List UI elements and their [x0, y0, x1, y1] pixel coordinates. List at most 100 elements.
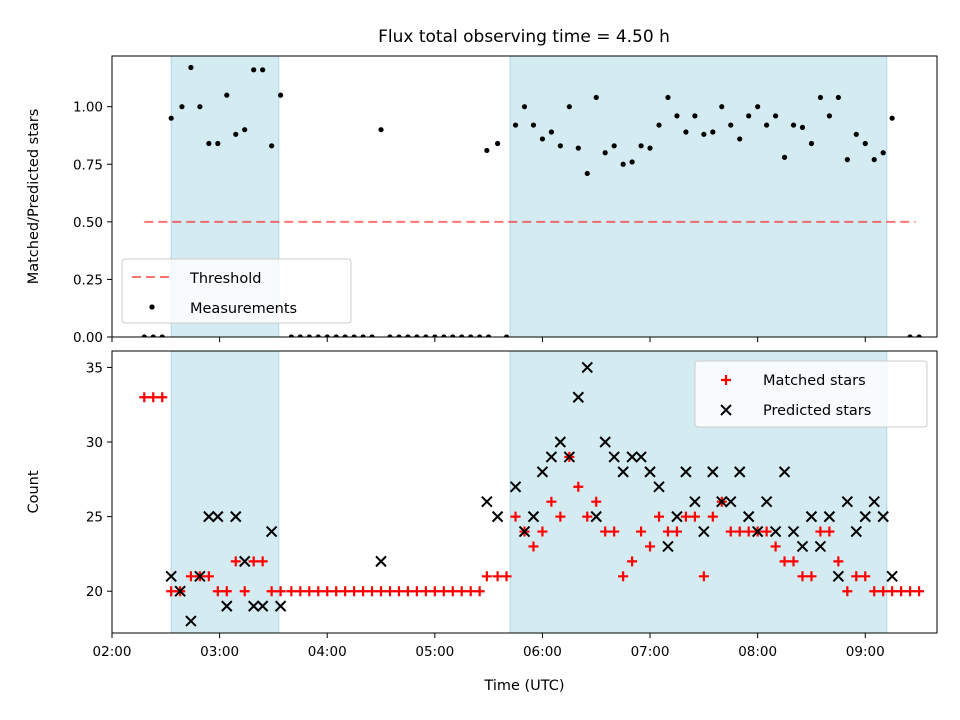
- measurement-point: [772, 113, 779, 119]
- predicted-star-point: [886, 570, 898, 583]
- predicted-star-point: [698, 525, 710, 538]
- predicted-star-point: [247, 600, 260, 612]
- measurement-point: [468, 334, 474, 337]
- measurement-point: [539, 136, 546, 142]
- predicted-star-point: [787, 525, 800, 538]
- measurement-point: [790, 122, 797, 128]
- measurement-point: [233, 131, 239, 137]
- predicted-star-point: [375, 555, 387, 568]
- predicted-star-point: [590, 510, 602, 523]
- legend-matched-label: Matched stars: [763, 373, 866, 389]
- plot-area: [141, 64, 922, 337]
- matched-star-point: [286, 586, 297, 597]
- measurement-point: [159, 334, 165, 337]
- measurement-point: [799, 124, 806, 131]
- predicted-star-point: [778, 466, 791, 478]
- measurement-point: [584, 170, 590, 177]
- matched-star-point: [662, 526, 673, 537]
- matched-star-point: [537, 526, 548, 537]
- shaded-region: [509, 55, 888, 338]
- measurement-point: [477, 334, 483, 337]
- measurement-point: [242, 127, 248, 133]
- measurement-point: [907, 334, 913, 337]
- matched-star-point: [689, 511, 700, 522]
- measurement-point: [701, 131, 707, 137]
- y-tick-label: 30: [86, 435, 103, 451]
- matched-star-point: [465, 586, 476, 597]
- measurement-point: [665, 94, 671, 101]
- measurement-point: [755, 104, 761, 110]
- measurement-point: [602, 150, 608, 156]
- matched-star-point: [340, 586, 351, 597]
- predicted-star-point: [563, 451, 576, 463]
- matched-star-point: [257, 556, 268, 567]
- matched-star-point: [582, 511, 593, 522]
- predicted-star-point: [877, 510, 889, 523]
- predicted-star-point: [680, 466, 692, 478]
- measurement-point: [566, 104, 572, 110]
- predicted-star-point: [653, 481, 665, 493]
- predicted-star-point: [626, 451, 638, 463]
- predicted-star-point: [760, 495, 773, 508]
- plot-area: [139, 361, 925, 627]
- measurement-point: [611, 143, 617, 149]
- bottom-panel: 20 25 30 35 02:00 03:00 04:00 05:00 06:00 07:00 08…: [26, 350, 938, 694]
- predicted-star-point: [814, 540, 827, 553]
- matched-star-point: [636, 526, 647, 537]
- measurement-point: [575, 145, 581, 151]
- matched-star-point: [851, 571, 862, 582]
- measurement-point: [494, 140, 501, 147]
- measurement-point: [916, 334, 922, 337]
- predicted-star-point: [671, 510, 683, 523]
- measurement-point: [141, 334, 147, 337]
- measurement-point: [206, 140, 212, 147]
- x-axis-label: Time (UTC): [483, 678, 564, 694]
- predicted-star-point: [481, 495, 493, 508]
- matched-star-point: [671, 526, 682, 537]
- measurement-point: [808, 140, 815, 147]
- matched-star-point: [349, 586, 360, 597]
- measurement-point: [486, 334, 492, 337]
- matched-star-point: [770, 541, 781, 552]
- matched-star-point: [869, 586, 880, 597]
- matched-star-point: [429, 586, 440, 597]
- predicted-star-point: [734, 466, 746, 478]
- matched-star-point: [501, 571, 512, 582]
- y-axis-label: Count: [26, 470, 42, 513]
- matched-star-point: [166, 586, 177, 597]
- measurement-point: [378, 127, 384, 133]
- measurement-point: [728, 122, 734, 128]
- measurement-point: [521, 104, 528, 110]
- measurement-point: [288, 334, 294, 337]
- measurement-point: [360, 334, 366, 337]
- predicted-star-point: [174, 585, 186, 597]
- matched-star-point: [860, 571, 871, 582]
- measurement-point: [197, 104, 203, 110]
- matched-star-point: [842, 586, 853, 597]
- matched-star-point: [358, 586, 369, 597]
- measurement-point: [629, 159, 635, 165]
- matched-star-point: [481, 571, 492, 582]
- matched-star-point: [618, 571, 629, 582]
- x-tick-label: 06:00: [523, 644, 562, 660]
- matched-star-point: [313, 586, 324, 597]
- measurement-point: [853, 131, 859, 137]
- matched-star-point: [139, 392, 150, 403]
- predicted-star-point: [212, 510, 224, 523]
- matched-star-point: [367, 586, 378, 597]
- matched-star-point: [680, 511, 691, 522]
- measurement-point: [277, 92, 284, 98]
- predicted-star-point: [185, 615, 197, 627]
- measurement-point: [369, 334, 375, 337]
- measurement-point: [215, 140, 221, 147]
- predicted-star-point: [256, 600, 269, 612]
- chart-title: Flux total observing time = 4.50 h: [378, 27, 670, 47]
- predicted-star-point: [491, 510, 504, 523]
- measurement-point: [297, 334, 303, 337]
- y-tick-label: 0.25: [73, 272, 103, 288]
- measurement-point: [414, 334, 420, 337]
- measurement-point: [656, 122, 662, 128]
- y-axis-label: Matched/Predicted stars: [26, 109, 42, 285]
- measurement-point: [484, 147, 490, 154]
- predicted-star-point: [707, 466, 719, 478]
